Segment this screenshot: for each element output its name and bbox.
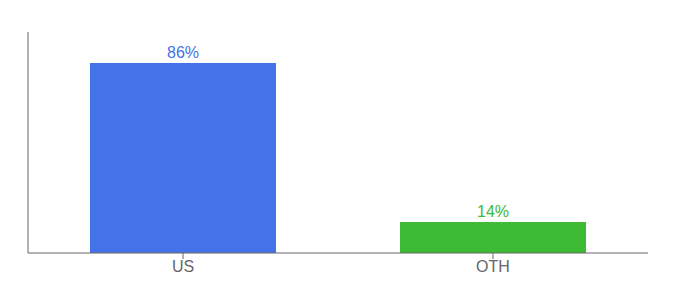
svg-text:OTH: OTH — [476, 258, 510, 275]
svg-text:14%: 14% — [477, 203, 509, 220]
svg-text:86%: 86% — [167, 44, 199, 61]
svg-text:US: US — [172, 258, 194, 275]
